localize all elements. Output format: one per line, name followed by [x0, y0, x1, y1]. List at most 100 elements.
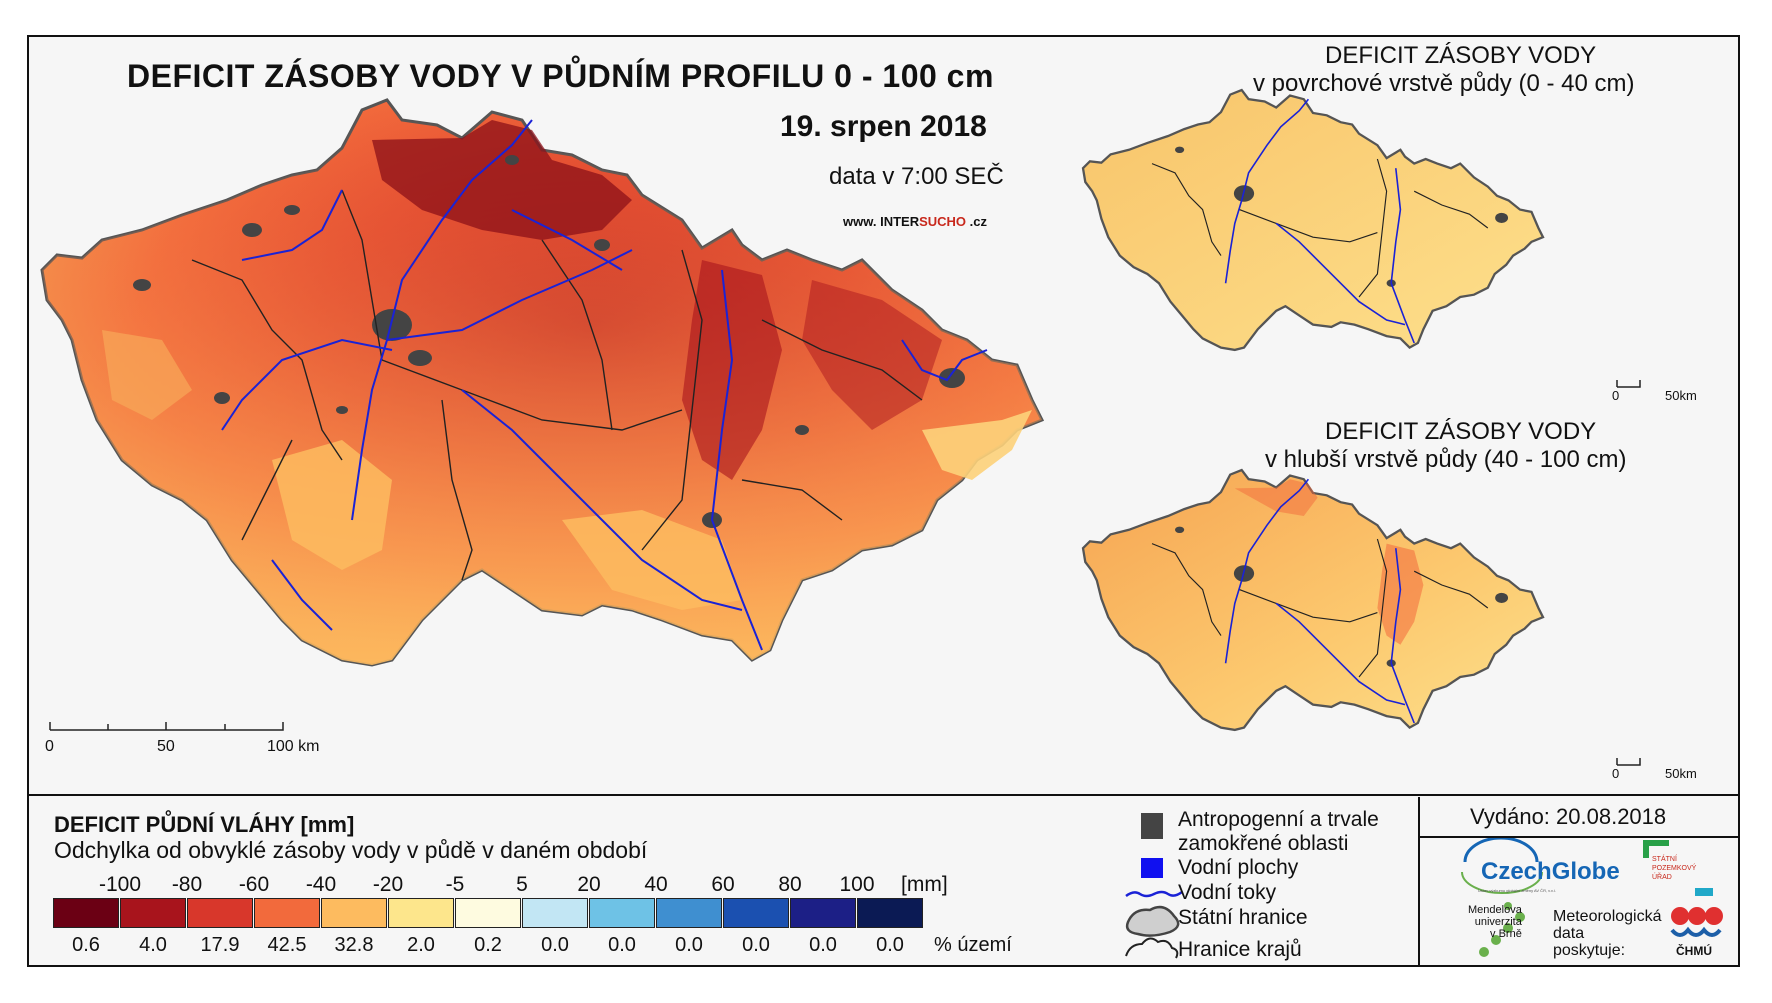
- main-scale-label-0: 0: [45, 738, 54, 755]
- legend-pct-value: 42.5: [267, 934, 307, 956]
- legend-divider: [27, 794, 1740, 796]
- legend-swatch: [857, 898, 923, 928]
- legend-boundary-label: 5: [516, 873, 528, 896]
- river-icon: [1125, 890, 1183, 898]
- legend-pct-value: 4.0: [139, 934, 167, 956]
- legend-pct-value: 0.2: [474, 934, 502, 956]
- legend-swatch: [455, 898, 521, 928]
- spu-line1: STÁTNÍ: [1652, 856, 1677, 863]
- legend-swatch: [723, 898, 789, 928]
- legend-pct-value: 2.0: [407, 934, 435, 956]
- legend-pct-value: 0.0: [608, 934, 636, 956]
- mendelu-line3: v Brně: [1490, 928, 1522, 940]
- legend-boundary-label: 80: [778, 873, 802, 896]
- inset-top-map: [1081, 88, 1545, 352]
- inset-bottom-title-line2: v hlubší vrstvě půdy (40 - 100 cm): [1265, 446, 1627, 473]
- legend-pct-value: 0.0: [541, 934, 569, 956]
- main-scale-label-100: 100 km: [267, 738, 320, 755]
- legend-rivers: Vodní toky: [1178, 881, 1277, 904]
- region-border-icon: [1125, 937, 1179, 959]
- legend-region-border: Hranice krajů: [1178, 938, 1302, 961]
- spu-logo: [1643, 840, 1669, 858]
- legend-swatch: [120, 898, 186, 928]
- legend-swatch: [522, 898, 588, 928]
- legend-boundary-label: 60: [711, 873, 735, 896]
- main-scale-label-50: 50: [157, 738, 175, 755]
- legend-boundary-label: -100: [98, 873, 142, 896]
- legend-pct-value: 0.0: [809, 934, 837, 956]
- legend-swatch: [187, 898, 253, 928]
- legend-swatch: [790, 898, 856, 928]
- legend-boundary-label: 20: [577, 873, 601, 896]
- legend-pct-value: 32.8: [334, 934, 374, 956]
- legend-boundary-label: -40: [305, 873, 337, 896]
- main-time: data v 7:00 SEČ: [829, 163, 1004, 190]
- spu-line3: ÚŘAD: [1652, 874, 1672, 881]
- issued-date: Vydáno: 20.08.2018: [1470, 804, 1667, 829]
- anthropogenic-area-icon: [1141, 813, 1163, 839]
- legend-water-bodies: Vodní plochy: [1178, 856, 1299, 879]
- inset-top-title-line1: DEFICIT ZÁSOBY VODY: [1325, 42, 1597, 69]
- chmu-credit-line2: data: [1553, 925, 1585, 942]
- inset-bottom-scale-50: 50km: [1665, 766, 1697, 781]
- chmu-name: ČHMÚ: [1676, 944, 1712, 958]
- inset-bottom-map: [1081, 468, 1545, 732]
- legend-swatch: [53, 898, 119, 928]
- inset-bottom-title-line1: DEFICIT ZÁSOBY VODY: [1325, 418, 1597, 445]
- inset-top-scale-0: 0: [1612, 388, 1620, 403]
- legend-pct-value: 0.0: [742, 934, 770, 956]
- spu-name: STÁTNÍ POZEMKOVÝ ÚŘAD: [1652, 855, 1696, 882]
- mendelu-logo: [1479, 902, 1525, 957]
- legend-swatch: [589, 898, 655, 928]
- main-scale-bar: [49, 722, 284, 731]
- legend-pct-value: 0.6: [72, 934, 100, 956]
- inset-bottom-scale-bar: [1616, 758, 1641, 766]
- chmu-logo: [1670, 888, 1723, 937]
- legend-boundary-label: -20: [372, 873, 404, 896]
- legend-anthropogenic-line2: zamokřené oblasti: [1178, 832, 1349, 855]
- legend-title: DEFICIT PŮDNÍ VLÁHY [mm]: [54, 812, 355, 837]
- main-map: [40, 98, 1044, 667]
- website-suffix: .cz: [966, 214, 987, 229]
- main-date: 19. srpen 2018: [780, 110, 987, 143]
- website-link[interactable]: www. INTERSUCHO .cz: [843, 214, 987, 229]
- legend-anthropogenic-line1: Antropogenní a trvale: [1178, 808, 1379, 831]
- czechglobe-name: CzechGlobe: [1481, 858, 1620, 885]
- legend-boundary-label: 100: [839, 873, 875, 896]
- czechglobe-logo: [1461, 836, 1543, 895]
- issued-box: [1418, 797, 1740, 967]
- inset-top-title-line2: v povrchové vrstvě půdy (0 - 40 cm): [1253, 70, 1635, 97]
- chmu-credit-line3: poskytuje:: [1553, 942, 1626, 959]
- chmu-credit-line1: Meteorologická: [1553, 908, 1662, 925]
- inset-top-scale-bar: [1616, 380, 1641, 388]
- legend-unit: [mm]: [901, 873, 948, 896]
- legend-pct-value: 0.0: [876, 934, 904, 956]
- mendelu-line2: univerzita: [1474, 916, 1522, 928]
- mendelu-name: Mendelova univerzita v Brně: [1468, 904, 1522, 940]
- legend-boundary-label: 40: [644, 873, 668, 896]
- water-body-icon: [1141, 858, 1163, 878]
- legend-pct-unit: % území: [934, 934, 1012, 956]
- legend-swatch: [656, 898, 722, 928]
- legend-boundary-label: -60: [238, 873, 270, 896]
- czechglobe-subtitle: Ústav výzkumu globální změny AV ČR, v.v.…: [1478, 888, 1556, 893]
- inset-bottom-scale-0: 0: [1612, 766, 1620, 781]
- legend-boundary-label: -80: [171, 873, 203, 896]
- legend-pct-value: 17.9: [200, 934, 240, 956]
- legend-swatch: [321, 898, 387, 928]
- issued-divider: [1418, 836, 1740, 838]
- spu-line2: POZEMKOVÝ: [1652, 865, 1697, 872]
- mendelu-line1: Mendelova: [1468, 904, 1522, 916]
- website-prefix: www. INTER: [843, 214, 920, 229]
- legend-state-border: Státní hranice: [1178, 906, 1308, 929]
- legend-boundary-label: -5: [445, 873, 465, 896]
- main-title: DEFICIT ZÁSOBY VODY V PŮDNÍM PROFILU 0 -…: [127, 58, 994, 94]
- website-highlight: SUCHO: [919, 214, 967, 229]
- legend-swatch: [254, 898, 320, 928]
- legend-pct-value: 0.0: [675, 934, 703, 956]
- state-border-icon: [1125, 905, 1180, 937]
- legend-subtitle: Odchylka od obvyklé zásoby vody v půdě v…: [54, 837, 648, 863]
- legend-swatch: [388, 898, 454, 928]
- inset-top-scale-50: 50km: [1665, 388, 1697, 403]
